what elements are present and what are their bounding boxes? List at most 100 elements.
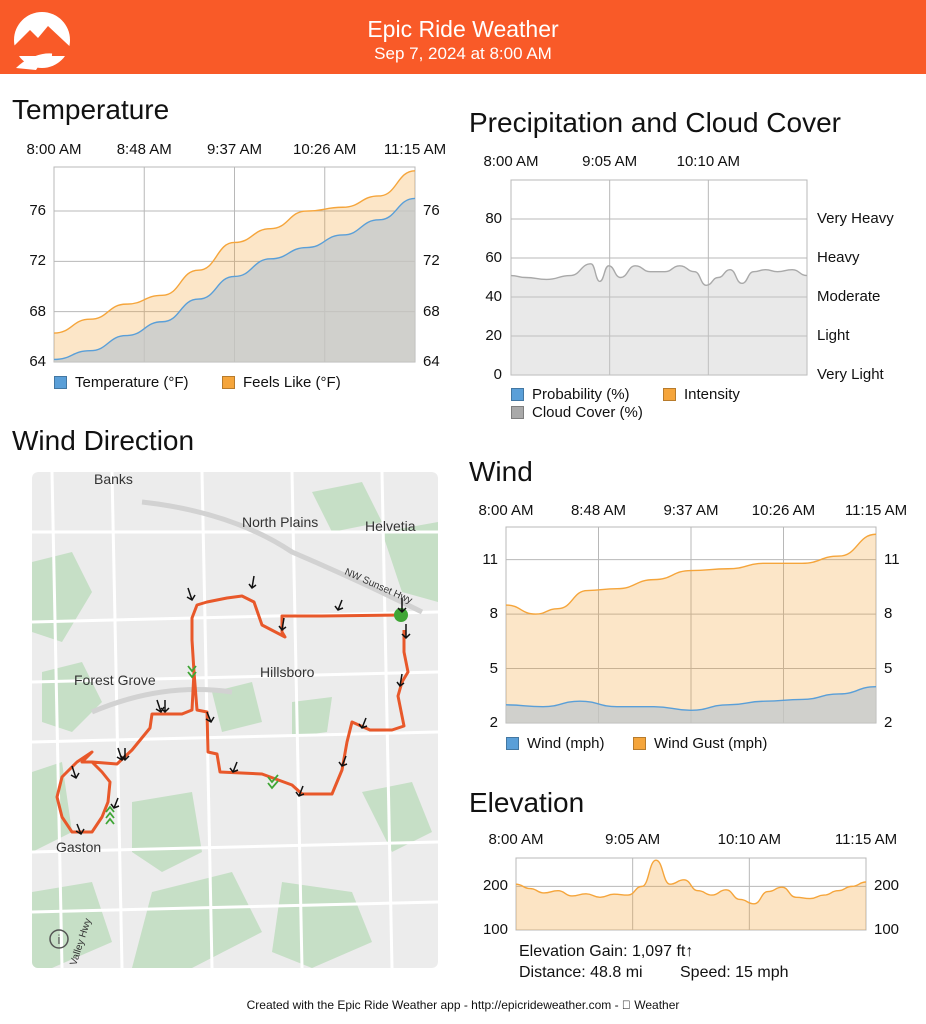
y-tick-label-right: 5 (884, 659, 893, 677)
legend-swatch (511, 388, 524, 401)
legend-label: Feels Like (°F) (243, 374, 341, 391)
app-logo-icon (4, 12, 80, 70)
legend-label: Wind Gust (mph) (654, 735, 768, 752)
y-tick-label-left: 40 (485, 288, 502, 305)
intensity-label: Light (817, 327, 850, 344)
x-tick-label: 8:48 AM (570, 502, 627, 519)
x-tick-label: 9:05 AM (582, 153, 638, 170)
wind-title: Wind (469, 456, 533, 487)
series-area (54, 198, 415, 362)
y-tick-label-right: 64 (423, 353, 440, 370)
legend-swatch (222, 376, 235, 389)
wind-direction-map[interactable]: Banks North Plains Helvetia NW Sunset Hw… (32, 472, 438, 968)
y-tick-label-right: 2 (884, 714, 893, 731)
x-tick-label: 11:15 AM (383, 141, 447, 158)
legend-entry: Probability (%) (511, 386, 630, 403)
plot-frame (505, 526, 877, 724)
info-icon-label: i (58, 932, 61, 947)
start-marker (394, 608, 408, 622)
map-label-forest-grove: Forest Grove (74, 672, 156, 688)
wind-arrows (70, 575, 411, 836)
y-tick-label-left: 100 (482, 921, 508, 938)
y-tick-label-left: 80 (485, 210, 502, 227)
tailwind-arrows (105, 665, 279, 825)
plot-frame (510, 179, 808, 376)
y-tick-label-left: 60 (485, 249, 502, 266)
series-area (511, 263, 807, 375)
map-label-north-plains: North Plains (242, 514, 318, 530)
y-tick-label-left: 11 (482, 550, 498, 568)
x-tick-label: 8:00 AM (488, 831, 544, 848)
precipitation-title: Precipitation and Cloud Cover (469, 107, 841, 138)
ride-date: Sep 7, 2024 at 8:00 AM (374, 44, 552, 63)
legend-swatch (633, 737, 646, 750)
legend-label: Wind (mph) (527, 735, 605, 752)
plot-frame (53, 166, 416, 363)
series-area (516, 860, 866, 930)
map-label-gaston: Gaston (56, 839, 101, 855)
series-area (506, 534, 876, 723)
app-header: Epic Ride Weather Sep 7, 2024 at 8:00 AM (0, 0, 926, 74)
series-line (510, 263, 808, 287)
x-tick-label: 8:00 AM (483, 153, 539, 170)
distance: Distance: 48.8 mi (519, 964, 643, 981)
legend-entry: Cloud Cover (%) (511, 404, 643, 421)
x-tick-label: 8:00 AM (478, 502, 534, 519)
legend-entry: Feels Like (°F) (222, 374, 341, 391)
y-tick-label-right: 72 (423, 252, 440, 270)
legend-label: Temperature (°F) (75, 374, 189, 391)
y-tick-label-left: 5 (489, 659, 498, 677)
x-tick-label: 10:10 AM (717, 831, 782, 848)
legend-entry: Wind Gust (mph) (633, 735, 767, 752)
map-label-helvetia: Helvetia (365, 518, 416, 534)
y-tick-label-left: 64 (29, 353, 46, 370)
y-tick-label-left: 0 (493, 366, 502, 383)
legend-swatch (511, 406, 524, 419)
y-tick-label-right: 100 (874, 921, 900, 938)
speed: Speed: 15 mph (680, 964, 789, 981)
intensity-label: Heavy (817, 249, 860, 266)
legend-entry: Wind (mph) (506, 735, 605, 752)
y-tick-label-left: 20 (485, 327, 502, 344)
x-tick-label: 10:26 AM (293, 141, 357, 158)
y-tick-label-left: 200 (482, 877, 508, 895)
map-label-hillsboro: Hillsboro (260, 664, 315, 680)
series-line (505, 533, 877, 615)
footer-credit: Created with the Epic Ride Weather app -… (247, 998, 680, 1012)
legend-label: Intensity (684, 386, 740, 403)
highway (91, 687, 233, 715)
legend-swatch (54, 376, 67, 389)
wind-direction-title: Wind Direction (12, 425, 195, 456)
x-tick-label: 9:05 AM (605, 831, 661, 848)
y-tick-label-left: 8 (489, 605, 498, 623)
intensity-label: Moderate (817, 288, 881, 305)
series-area (506, 686, 876, 723)
series-line (505, 686, 877, 711)
y-tick-label-right: 11 (884, 550, 900, 568)
legend-swatch (506, 737, 519, 750)
x-tick-label: 8:00 AM (26, 141, 82, 158)
plot-frame (515, 857, 867, 931)
x-tick-label: 9:37 AM (663, 502, 719, 519)
y-tick-label-right: 76 (423, 202, 440, 220)
legend-label: Cloud Cover (%) (532, 404, 643, 421)
series-line (53, 197, 416, 361)
series-line (515, 859, 867, 905)
app-title: Epic Ride Weather (367, 16, 559, 42)
info-icon[interactable]: i (49, 929, 69, 949)
series-line (53, 170, 416, 334)
y-tick-label-left: 68 (29, 302, 46, 320)
highway (141, 499, 424, 615)
x-tick-label: 10:26 AM (751, 502, 816, 519)
legend-entry: Intensity (663, 386, 740, 403)
x-tick-label: 9:37 AM (206, 141, 263, 158)
x-tick-label: 10:10 AM (676, 153, 741, 170)
y-tick-label-right: 200 (874, 877, 900, 895)
y-tick-label-left: 72 (29, 252, 46, 270)
x-tick-label: 11:15 AM (844, 502, 908, 519)
y-tick-label-right: 68 (423, 302, 440, 320)
legend-swatch (663, 388, 676, 401)
series-area (54, 170, 415, 362)
map-label-banks: Banks (94, 472, 133, 487)
intensity-label: Very Light (817, 366, 884, 383)
